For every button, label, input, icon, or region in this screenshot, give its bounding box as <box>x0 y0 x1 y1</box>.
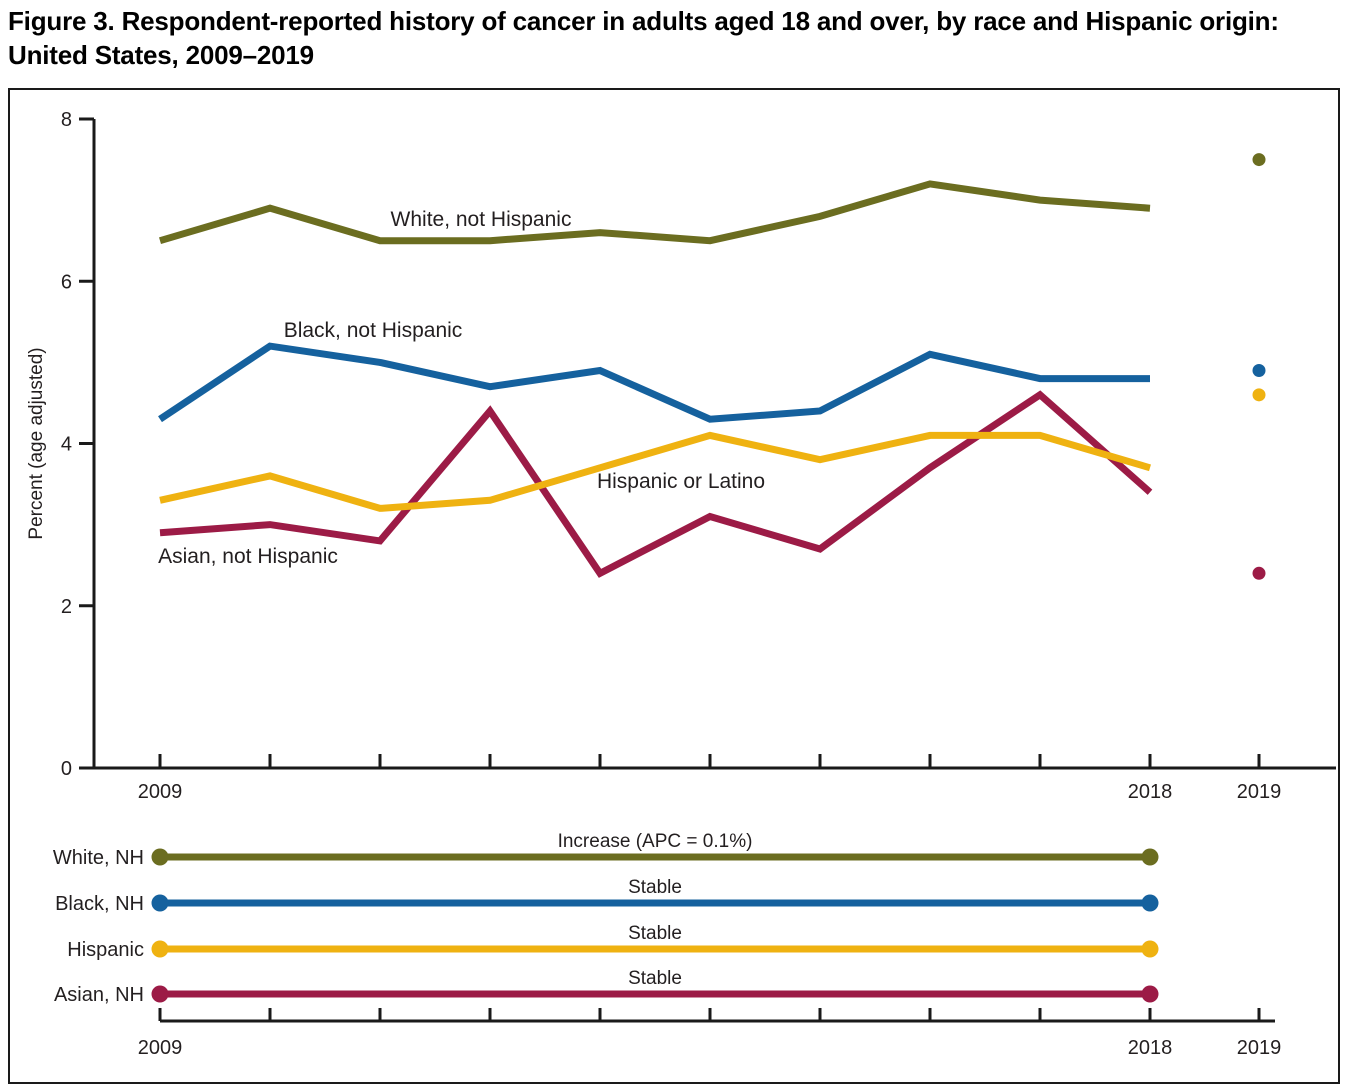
trend-endpoint-dot <box>151 985 169 1003</box>
series-label-hispanic: Hispanic or Latino <box>597 470 765 493</box>
y-tick-label: 6 <box>61 271 72 293</box>
trend-status-label: Increase (APC = 0.1%) <box>558 831 753 852</box>
series-line-asian-nh <box>159 390 1153 578</box>
trend-status-label: Stable <box>628 923 682 944</box>
trend-endpoint-dot <box>1141 940 1159 958</box>
trend-x-tick-label: 2018 <box>1128 1037 1173 1059</box>
series-label-asian-nh: Asian, not Hispanic <box>158 545 338 568</box>
y-axis-title: Percent (age adjusted) <box>26 347 47 539</box>
series-label-white-nh: White, not Hispanic <box>391 208 572 231</box>
series-line-hispanic <box>159 431 1151 512</box>
trend-endpoint-dot <box>1141 848 1159 866</box>
trend-row-label: White, NH <box>53 847 144 869</box>
y-tick-label: 4 <box>61 434 72 456</box>
trend-endpoint-dot <box>1141 985 1159 1003</box>
x-tick-label: 2018 <box>1128 781 1173 803</box>
point-2019-white-nh <box>1252 153 1266 167</box>
series-label-black-nh: Black, not Hispanic <box>284 319 463 342</box>
point-2019-black-nh <box>1252 363 1266 377</box>
series-line-white-nh <box>159 180 1151 245</box>
figure-border-box: 0 2 4 6 8 Percent (age adjusted) 2009 2018 2019 W… <box>8 88 1340 1084</box>
trend-row-label: Black, NH <box>55 893 144 915</box>
trend-endpoint-dot <box>151 894 169 912</box>
trend-endpoint-dot <box>151 940 169 958</box>
figure-title: Figure 3. Respondent-reported history of… <box>8 6 1279 71</box>
trend-endpoint-dot <box>1141 894 1159 912</box>
y-tick-label: 8 <box>61 109 72 131</box>
trend-panel: White, NH Increase (APC = 0.1%) Black, NH S… <box>53 831 1281 1059</box>
y-tick-label: 2 <box>61 596 72 618</box>
trend-status-label: Stable <box>628 968 682 989</box>
point-2019-asian-nh <box>1252 566 1266 580</box>
trend-x-tick-label: 2009 <box>138 1037 183 1059</box>
trend-status-label: Stable <box>628 877 682 898</box>
trend-endpoint-dot <box>151 848 169 866</box>
x-tick-label: 2009 <box>138 781 183 803</box>
point-2019-hispanic <box>1252 388 1266 402</box>
trend-x-tick-label: 2019 <box>1237 1037 1282 1059</box>
trend-row-label: Hispanic <box>67 939 144 961</box>
series-line-black-nh <box>158 342 1150 423</box>
main-axes <box>92 119 1336 770</box>
x-tick-label: 2019 <box>1237 781 1282 803</box>
y-tick-label: 0 <box>61 758 72 780</box>
main-chart: 0 2 4 6 8 Percent (age adjusted) 2009 2018 2019 W… <box>26 109 1336 803</box>
trend-row-label: Asian, NH <box>54 984 144 1006</box>
